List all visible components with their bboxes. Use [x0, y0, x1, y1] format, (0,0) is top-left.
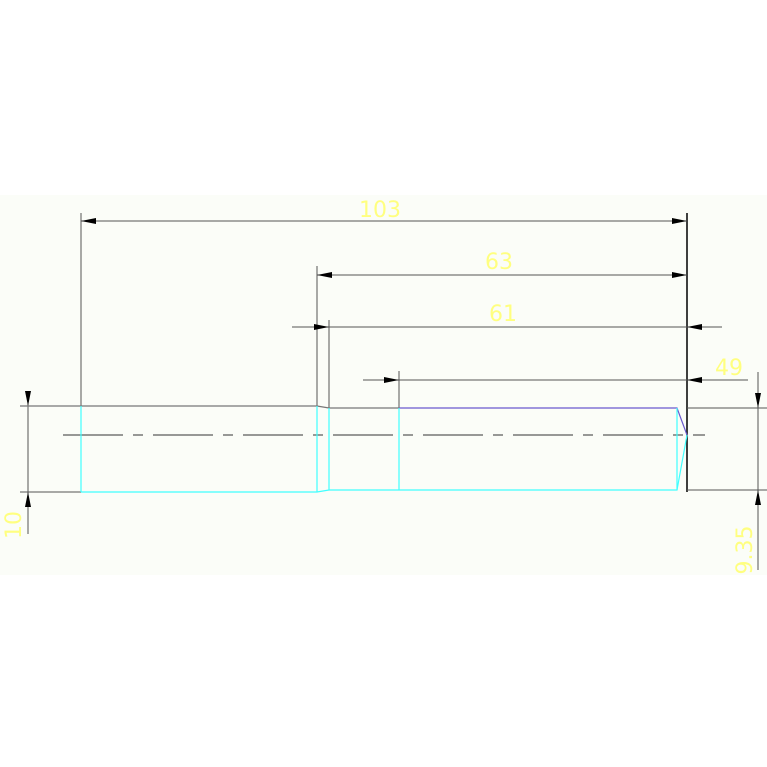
dimension-text-103: 103	[359, 198, 401, 223]
shaft-outline	[20, 405, 688, 493]
dimension-text-9-35: 9.35	[733, 526, 758, 575]
dimension-text-61: 61	[489, 302, 517, 327]
dimension-text-63: 63	[485, 250, 513, 275]
dimension-text-10: 10	[2, 511, 27, 539]
drawing-area	[0, 195, 767, 575]
dimension-text-49: 49	[715, 356, 743, 381]
